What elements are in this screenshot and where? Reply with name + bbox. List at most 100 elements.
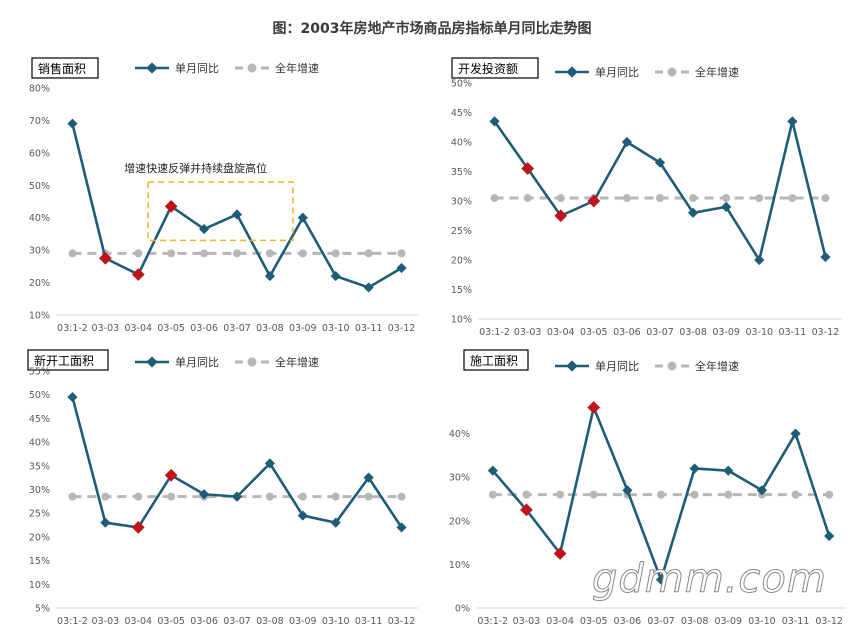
point-annual	[821, 194, 830, 203]
y-tick-label: 10%	[29, 580, 50, 591]
point-annual	[722, 194, 731, 203]
y-tick-label: 30%	[29, 485, 50, 496]
y-tick-label: 10%	[451, 315, 472, 326]
x-tick-label: 03-04	[547, 327, 575, 338]
y-tick-label: 45%	[451, 108, 472, 119]
point-annual	[589, 490, 598, 499]
chart-panel-under-construction: 施工面积 单月同比 全年增速 0% 10% 20% 30% 40% 03:1-2 03-03 03-…	[440, 342, 858, 640]
chart-svg: 施工面积 单月同比 全年增速 0% 10% 20% 30% 40% 03:1-2 03-03 03-…	[449, 349, 846, 627]
chart-svg: 销售面积 单月同比 全年增速 10% 20% 30% 40% 50% 60% 70% 80% 03:1…	[29, 57, 418, 334]
point-monthly	[754, 254, 765, 266]
x-tick-label: 03-09	[289, 616, 317, 627]
point-annual	[523, 194, 532, 203]
point-annual	[265, 492, 274, 501]
x-tick-label: 03-05	[157, 323, 185, 334]
series-line-monthly	[493, 120, 827, 262]
y-tick-label: 20%	[451, 256, 472, 267]
point-annual	[134, 492, 143, 501]
series-line-monthly	[71, 396, 403, 529]
point-annual	[397, 249, 406, 258]
legend-marker-monthly	[146, 356, 158, 368]
y-tick-label: 0%	[455, 604, 470, 615]
x-tick-label: 03-11	[355, 323, 383, 334]
point-monthly-highlight	[587, 194, 601, 208]
point-monthly	[787, 116, 798, 127]
point-annual	[331, 492, 340, 501]
legend-marker-annual	[247, 63, 257, 73]
point-annual	[331, 249, 340, 258]
point-monthly	[67, 391, 78, 403]
point-monthly-highlight	[131, 268, 145, 281]
chart-panel-investment: 开发投资额 单月同比 全年增速 10% 15% 20% 25% 30% 35% 40% 45% 50%…	[440, 50, 858, 342]
x-tick-label: 03-06	[613, 327, 641, 338]
x-tick-label: 03-11	[782, 616, 810, 627]
point-annual	[657, 490, 665, 499]
x-tick-label: 03-10	[745, 327, 773, 338]
x-tick-label: 03-03	[92, 323, 120, 334]
chart-panel-sales-area: 销售面积 单月同比 全年增速 10% 20% 30% 40% 50% 60% 70% 80% 03:1…	[10, 50, 428, 342]
point-annual	[134, 249, 143, 258]
chart-svg: 新开工面积 单月同比 全年增速 5% 10% 15% 20% 25% 30% 35% 40% 45% 5…	[27, 349, 418, 627]
legend-marker-annual	[667, 67, 677, 77]
legend-marker-annual	[247, 357, 257, 367]
point-monthly	[689, 463, 700, 474]
point-annual	[791, 490, 800, 499]
point-annual	[167, 249, 176, 258]
y-tick-label: 10%	[449, 560, 470, 571]
point-monthly	[198, 489, 210, 500]
y-tick-label: 10%	[29, 311, 50, 322]
y-tick-label: 70%	[29, 116, 50, 127]
y-tick-label: 15%	[451, 285, 472, 296]
chart-title-box	[27, 349, 109, 371]
legend-label-monthly: 单月同比	[595, 360, 639, 373]
x-tick-label: 03-08	[256, 323, 284, 334]
x-tick-label: 03:1-2	[477, 616, 508, 627]
y-tick-label: 30%	[449, 473, 470, 484]
y-tick-label: 40%	[451, 138, 472, 149]
legend: 单月同比 全年增速	[135, 355, 319, 369]
watermark: gdmm.com	[592, 556, 827, 603]
x-tick-label: 03-09	[712, 327, 740, 338]
point-monthly	[756, 485, 768, 496]
point-monthly	[330, 270, 341, 282]
legend-marker-monthly	[146, 62, 158, 74]
point-monthly	[231, 491, 243, 502]
point-annual	[233, 249, 241, 258]
point-annual	[364, 492, 373, 501]
legend: 单月同比 全年增速	[555, 65, 739, 79]
x-tick-label: 03-04	[124, 323, 152, 334]
y-tick-label: 50%	[451, 79, 472, 90]
x-tick-label: 03-08	[679, 327, 707, 338]
y-tick-label: 50%	[29, 390, 50, 401]
point-monthly	[297, 212, 308, 223]
point-monthly	[198, 223, 210, 235]
x-tick-label: 03-11	[355, 616, 383, 627]
x-tick-label: 03-07	[223, 323, 251, 334]
x-tick-label: 03-09	[289, 323, 317, 334]
y-tick-label: 25%	[451, 226, 472, 237]
point-annual	[690, 490, 699, 499]
x-tick-label: 03-08	[681, 616, 709, 627]
point-monthly-highlight	[554, 209, 568, 223]
point-monthly	[396, 262, 407, 274]
point-monthly	[264, 270, 276, 282]
legend-label-annual: 全年增速	[695, 65, 739, 79]
x-tick-label: 03-12	[388, 323, 416, 334]
x-tick-label: 03-06	[190, 323, 218, 334]
point-monthly	[67, 118, 78, 129]
point-annual	[556, 194, 565, 203]
x-tick-label: 03-10	[322, 616, 350, 627]
point-monthly	[723, 465, 734, 476]
x-tick-label: 03-07	[646, 327, 674, 338]
y-tick-label: 40%	[29, 213, 50, 224]
point-monthly-highlight	[131, 521, 145, 534]
legend-label-annual: 全年增速	[275, 355, 319, 369]
x-tick-label: 03:1-2	[57, 323, 88, 334]
annotation-box	[147, 181, 294, 242]
point-annual	[656, 194, 664, 203]
legend-label-annual: 全年增速	[275, 61, 319, 75]
x-tick-label: 03-06	[614, 616, 642, 627]
point-annual	[298, 249, 307, 258]
x-tick-label: 03-10	[748, 616, 776, 627]
legend-marker-annual	[667, 361, 677, 371]
